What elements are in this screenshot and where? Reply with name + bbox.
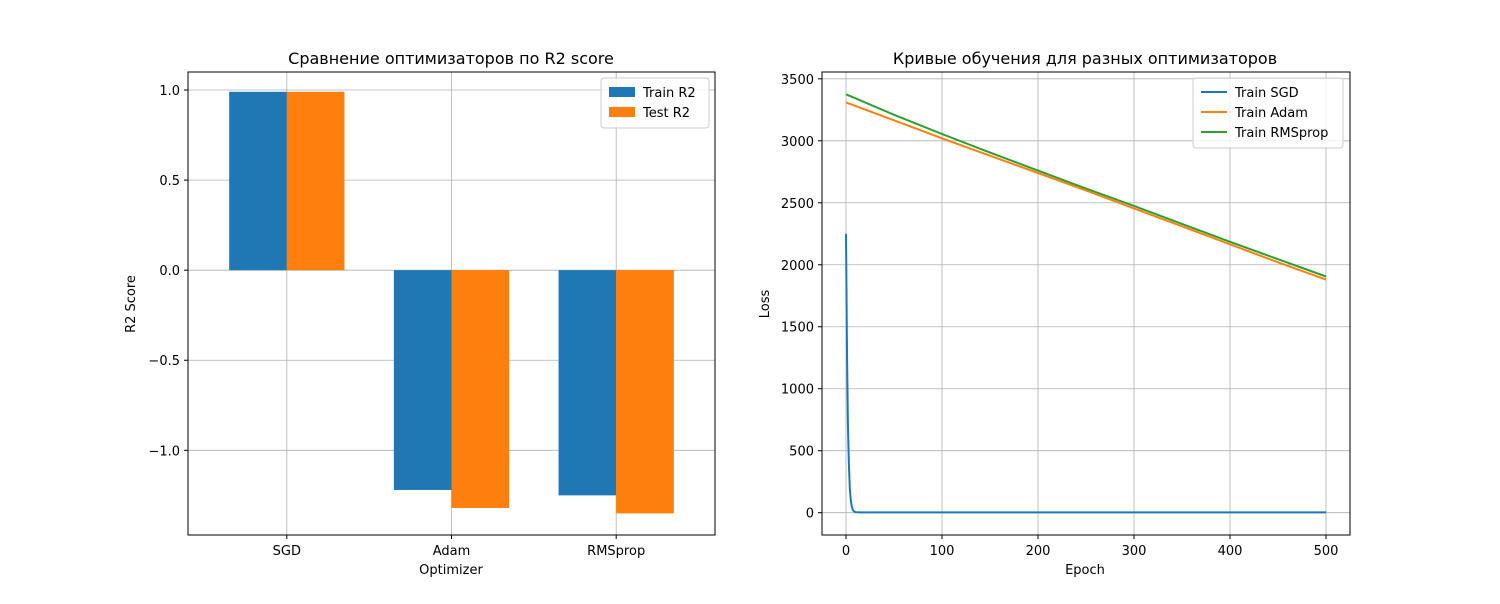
y-tick-label: 2500	[781, 197, 814, 212]
bar-chart-r2: Сравнение оптимизаторов по R2 score Opti…	[124, 49, 716, 578]
y-tick-label: 2000	[781, 259, 814, 274]
bar-test-r2-adam	[451, 270, 510, 508]
bar-chart-xlabel: Optimizer	[419, 563, 483, 578]
legend-label: Train SGD	[1234, 86, 1299, 101]
bar-test-r2-sgd	[286, 91, 345, 271]
line-chart-loss: Кривые обучения для разных оптимизаторов…	[758, 49, 1351, 578]
legend-swatch	[609, 87, 635, 97]
line-train-rmsprop	[845, 93, 1327, 278]
y-tick-label: 1000	[781, 383, 814, 398]
line-chart-ylabel: Loss	[758, 290, 773, 319]
line-train-adam	[845, 101, 1327, 281]
bar-test-r2-rmsprop	[616, 270, 674, 514]
y-tick-label: 3000	[781, 135, 814, 150]
y-tick-label: 1500	[781, 321, 814, 336]
x-tick-label: SGD	[273, 544, 301, 559]
legend-label: Train R2	[642, 86, 696, 101]
y-tick-label: −1.0	[148, 444, 180, 459]
bar-chart-ylabel: R2 Score	[124, 275, 139, 333]
bar-chart-title: Сравнение оптимизаторов по R2 score	[288, 49, 614, 68]
bar-train-r2-adam	[393, 270, 452, 490]
x-tick-label: 0	[842, 544, 850, 559]
line-chart-frame	[821, 71, 1351, 536]
x-tick-label: 200	[1026, 544, 1051, 559]
x-tick-label: 400	[1218, 544, 1243, 559]
x-tick-label: Adam	[433, 544, 471, 559]
y-tick-label: 500	[789, 445, 814, 460]
legend-label: Test R2	[642, 106, 690, 121]
legend-swatch	[609, 107, 635, 117]
y-tick-label: −0.5	[148, 354, 180, 369]
y-tick-label: 0	[806, 507, 814, 522]
x-tick-label: 300	[1122, 544, 1147, 559]
legend-label: Train Adam	[1234, 106, 1308, 121]
x-tick-label: 100	[930, 544, 955, 559]
y-tick-label: 0.5	[159, 174, 180, 189]
legend-label: Train RMSprop	[1234, 126, 1328, 141]
y-tick-label: 3500	[781, 73, 814, 88]
bar-train-r2-sgd	[229, 91, 287, 271]
y-tick-label: 0.0	[159, 264, 180, 279]
x-tick-label: 500	[1314, 544, 1339, 559]
line-chart-title: Кривые обучения для разных оптимизаторов	[893, 49, 1277, 68]
line-chart-legend-box	[1192, 77, 1344, 149]
x-tick-label: RMSprop	[587, 544, 645, 559]
line-train-sgd	[845, 233, 1326, 514]
y-tick-label: 1.0	[159, 84, 180, 99]
line-chart-xlabel: Epoch	[1065, 563, 1105, 578]
bar-train-r2-rmsprop	[558, 270, 617, 496]
